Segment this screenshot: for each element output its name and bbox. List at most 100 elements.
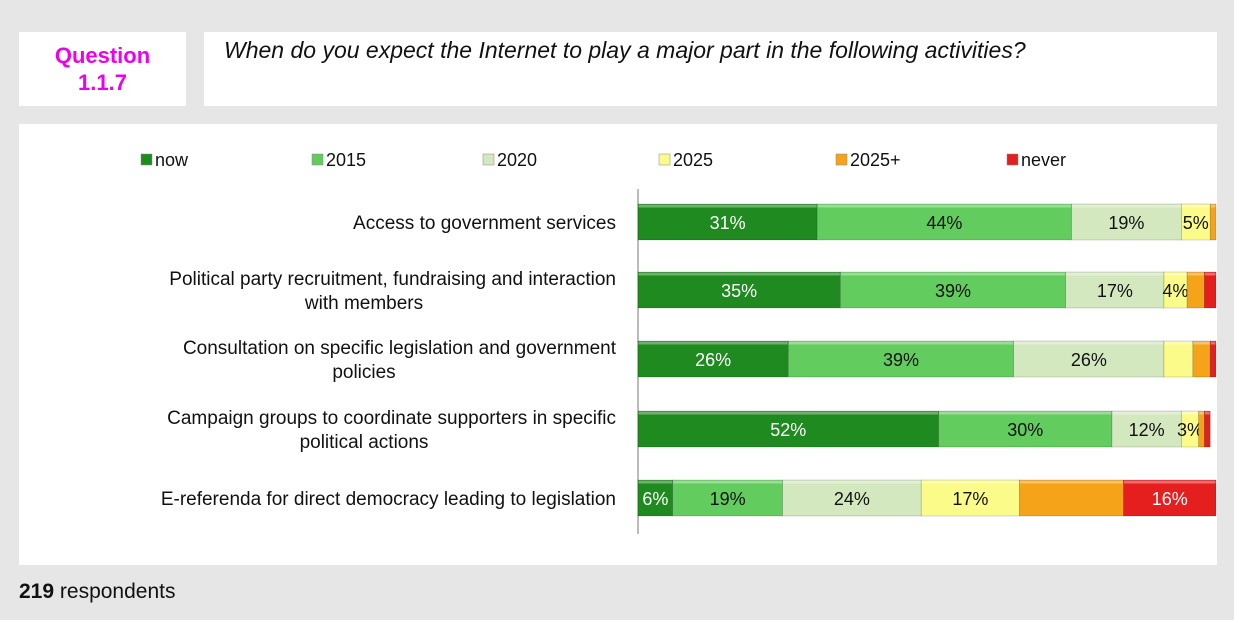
data-label: 26% — [695, 350, 731, 370]
bar-segment-2015 — [938, 410, 1113, 448]
bar-segment-2025-plus — [1209, 203, 1217, 241]
data-label: 30% — [1007, 420, 1043, 440]
bar-segment-2025-plus — [1192, 340, 1211, 378]
bar-segment-highlight — [817, 204, 1071, 208]
stacked-bar-chart: now 2015 2020 2025 2025+ never Access to gover… — [140, 150, 1217, 534]
bar-segment-highlight — [1210, 341, 1216, 345]
data-label: 26% — [1071, 350, 1107, 370]
bar-segment-highlight — [1181, 204, 1210, 208]
data-label: 19% — [710, 489, 746, 509]
bar-segment-highlight — [638, 204, 817, 208]
category-label: Consultation on specific legislation and… — [183, 338, 617, 359]
bar-segment-highlight — [1210, 204, 1216, 208]
bar-segment-highlight — [638, 341, 788, 345]
bar-segment-now — [637, 271, 841, 309]
legend-swatch-2015 — [311, 153, 324, 166]
legend-label-now: now — [155, 150, 189, 170]
data-label: 19% — [1108, 213, 1144, 233]
data-label: 6% — [642, 489, 668, 509]
bar-segment-highlight — [1204, 411, 1210, 415]
category-label: Campaign groups to coordinate supporters… — [167, 408, 616, 429]
data-label: 39% — [883, 350, 919, 370]
bar-segment-never — [1204, 271, 1217, 309]
category-label: Access to government services — [353, 213, 616, 234]
bar-segment-2025-plus — [1186, 271, 1205, 309]
legend-swatch-never — [1006, 153, 1019, 166]
bar-segment-2020 — [782, 479, 922, 517]
bar-segment-highlight — [1072, 204, 1181, 208]
respondent-label: respondents — [60, 580, 176, 603]
bar-segment-2025 — [1163, 340, 1194, 378]
data-label: 44% — [926, 213, 962, 233]
bar-segment-2025 — [920, 479, 1020, 517]
bar-segment-2025 — [1181, 203, 1211, 241]
bar-segment-highlight — [1187, 272, 1204, 276]
bar-segment-highlight — [1014, 341, 1164, 345]
bar-segment-never — [1209, 340, 1217, 378]
respondent-count: 219 — [19, 580, 55, 603]
question-number: 1.1.7 — [78, 70, 127, 95]
data-label: 5% — [1183, 213, 1209, 233]
bar-segment-2025-plus — [1019, 479, 1124, 517]
legend-swatch-now — [140, 153, 153, 166]
question-label: Question — [54, 43, 151, 68]
respondents-footer: 219 respondents — [19, 580, 175, 604]
bar-segment-2025-plus — [1198, 410, 1205, 448]
bar-segment-highlight — [638, 272, 840, 276]
category-label: Political party recruitment, fundraising… — [169, 269, 616, 290]
bar-segment-never — [1123, 479, 1217, 517]
data-label: 4% — [1163, 281, 1189, 301]
question-text: When do you expect the Internet to play … — [204, 32, 1217, 106]
bar-segment-2015 — [672, 479, 783, 517]
bar-segment-highlight — [638, 480, 673, 484]
legend-swatch-2025 — [658, 153, 671, 166]
legend-label-2020: 2020 — [497, 150, 537, 170]
data-label: 39% — [935, 281, 971, 301]
bar-segment-highlight — [840, 272, 1066, 276]
bar-segment-highlight — [1193, 341, 1210, 345]
bar-segment-now — [637, 340, 789, 378]
bar-segment-highlight — [788, 341, 1014, 345]
data-label: 16% — [1152, 489, 1188, 509]
legend-label-2025-plus: 2025+ — [850, 150, 901, 170]
category-label: political actions — [300, 432, 429, 453]
bar-segment-2020 — [1013, 340, 1165, 378]
data-label: 35% — [721, 281, 757, 301]
category-label: E-referenda for direct democracy leading… — [161, 489, 616, 510]
data-label: 52% — [770, 420, 806, 440]
bar-segment-highlight — [1019, 480, 1124, 484]
bar-segment-highlight — [783, 480, 921, 484]
bar-segment-highlight — [1164, 341, 1193, 345]
bar-segment-highlight — [939, 411, 1112, 415]
bar-segment-now — [637, 203, 818, 241]
data-label: 17% — [952, 489, 988, 509]
category-label: policies — [332, 362, 395, 383]
legend-swatch-2020 — [482, 153, 495, 166]
bar-segment-highlight — [673, 480, 782, 484]
bar-segment-highlight — [1124, 480, 1216, 484]
respondent-label-text: respondents — [59, 580, 176, 603]
bar-segment-2025 — [1181, 410, 1199, 448]
data-label: 24% — [834, 489, 870, 509]
bar-segment-2020 — [1071, 203, 1182, 241]
data-label: 3% — [1177, 420, 1203, 440]
bar-segment-highlight — [1204, 272, 1216, 276]
bar-segment-highlight — [638, 411, 939, 415]
data-label: 17% — [1097, 281, 1133, 301]
data-label: 12% — [1129, 420, 1165, 440]
bar-segment-2020 — [1111, 410, 1182, 448]
bar-segment-2015 — [787, 340, 1015, 378]
bar-segment-2015 — [839, 271, 1067, 309]
bar-segment-never — [1204, 410, 1211, 448]
bar-segment-now — [637, 479, 673, 517]
category-label: with members — [304, 293, 423, 314]
data-label: 31% — [710, 213, 746, 233]
bar-segment-2015 — [816, 203, 1072, 241]
bar-segment-highlight — [1066, 272, 1164, 276]
bar-segment-highlight — [1199, 411, 1204, 415]
bar-segment-highlight — [1112, 411, 1181, 415]
question-number-box: Question 1.1.7 — [19, 32, 186, 106]
legend-label-never: never — [1021, 150, 1066, 170]
legend-label-2015: 2015 — [326, 150, 366, 170]
bar-segment-now — [637, 410, 939, 448]
